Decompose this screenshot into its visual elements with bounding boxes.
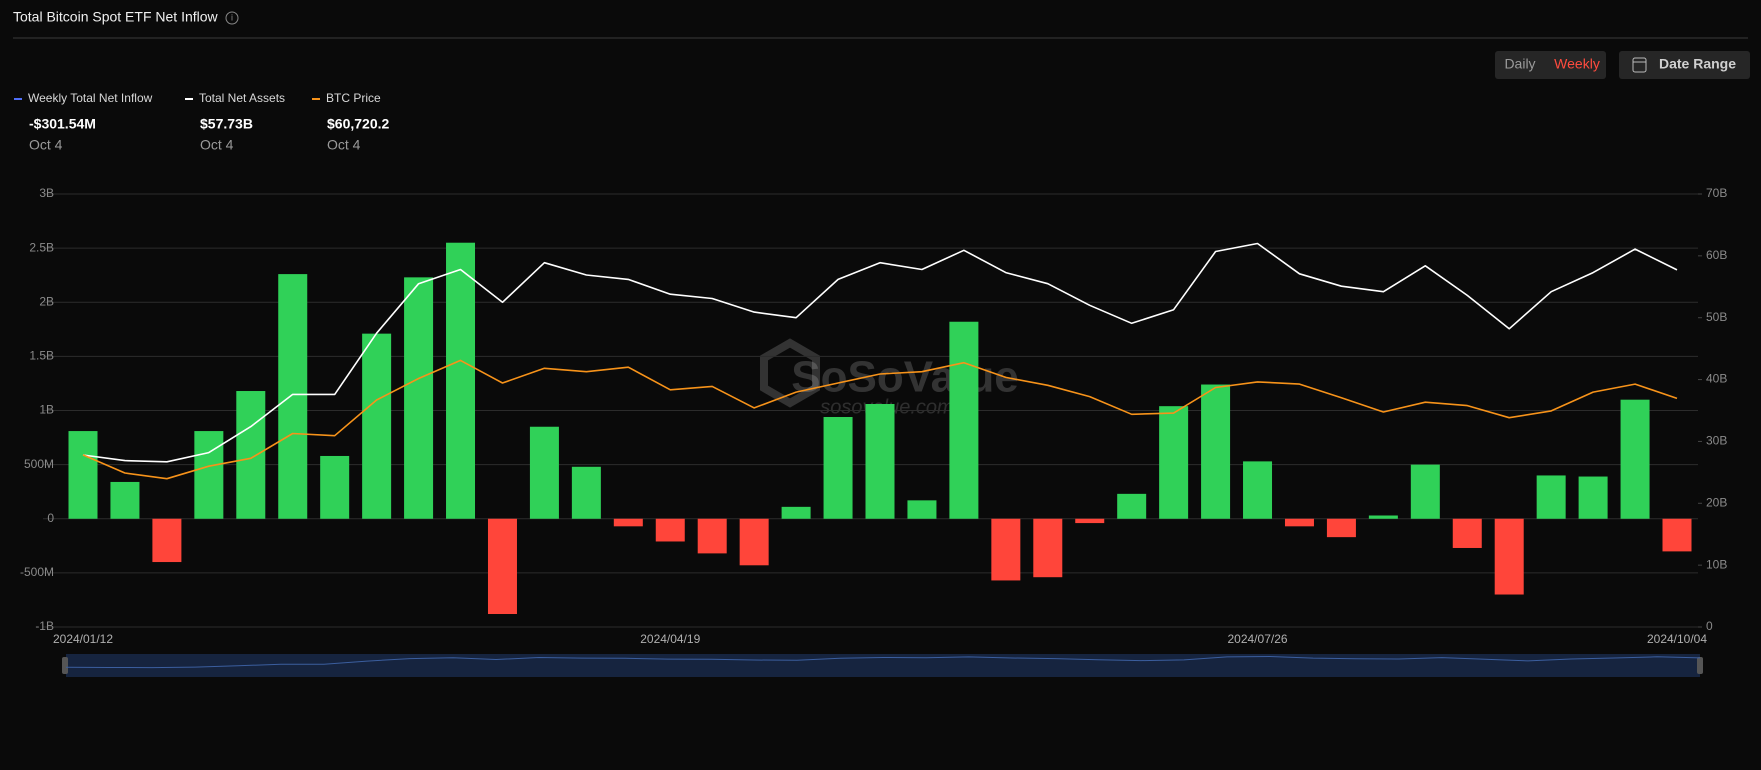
bar [949,321,979,519]
navigator-handle[interactable] [62,657,68,674]
y-tick-label: -1B [35,619,54,633]
interval-toggle [1495,51,1606,79]
navigator-line [65,655,1701,669]
bar [362,333,392,519]
date-range-button[interactable] [1619,51,1750,79]
y2-tick-label: 50B [1706,310,1727,324]
bar [152,518,182,563]
navigator[interactable] [62,654,1703,677]
y-tick-label: -500M [20,565,54,579]
bar [1117,493,1147,519]
line-series [82,359,1678,480]
bar [236,391,266,519]
y2-tick-label: 10B [1706,557,1727,571]
bar [110,481,140,519]
bar [1284,518,1314,527]
bar [446,242,476,519]
chart-title: Total Bitcoin Spot ETF Net Inflow [13,9,219,25]
bar [1536,475,1566,519]
legend-label[interactable]: Total Net Assets [199,91,285,105]
bar [1452,518,1482,548]
summary-date: Oct 4 [200,137,234,153]
calendar-icon [1632,57,1647,73]
bar [1075,518,1105,524]
y2-tick-label: 20B [1706,495,1727,509]
legend-label[interactable]: BTC Price [326,91,381,105]
bar [739,518,769,566]
y-tick-label: 500M [24,457,54,471]
bar [487,518,517,615]
legend-label[interactable]: Weekly Total Net Inflow [28,91,153,105]
y2-tick-label: 30B [1706,434,1727,448]
bar [1494,518,1524,595]
date-range-label[interactable]: Date Range [1659,56,1736,72]
navigator-handle[interactable] [1697,657,1703,674]
x-tick-label: 2024/04/19 [640,632,700,646]
navigator-window [66,654,1700,677]
summary-value: $57.73B [200,116,253,132]
bar [1033,518,1063,578]
bar [697,518,727,554]
bar [68,431,98,519]
bar [1662,518,1692,552]
bar [613,518,643,527]
bar [1368,515,1398,519]
interval-option[interactable]: Weekly [1554,56,1600,72]
bar [991,518,1021,581]
y2-tick-label: 40B [1706,372,1727,386]
watermark-brand: SoSoValue [791,353,1018,402]
info-icon-glyph: i [231,12,233,22]
bar [781,506,811,519]
summary-date: Oct 4 [29,137,63,153]
summary-value: $60,720.2 [327,116,389,132]
bar [1159,406,1189,519]
y-tick-label: 2B [39,294,54,308]
y2-tick-label: 70B [1706,186,1727,200]
x-tick-label: 2024/01/12 [53,632,113,646]
bar [194,431,224,519]
info-icon[interactable] [225,11,239,25]
x-tick-label: 2024/07/26 [1227,632,1287,646]
bar [865,404,895,519]
bar [571,466,601,519]
summary-date: Oct 4 [327,137,361,153]
bar [907,500,937,519]
y-tick-label: 3B [39,186,54,200]
bar [1243,461,1273,519]
y-tick-label: 2.5B [29,240,54,254]
bar [278,274,308,519]
bar [1201,384,1231,519]
y-tick-label: 1B [39,403,54,417]
bar [1620,399,1650,519]
x-tick-label: 2024/10/04 [1647,632,1707,646]
y-tick-label: 1.5B [29,349,54,363]
bar [404,277,434,519]
bar [1326,518,1356,538]
line-series [82,242,1678,463]
summary-value: -$301.54M [29,116,96,132]
bar [1578,476,1608,519]
bar [1410,464,1440,519]
bar [529,426,559,519]
interval-option[interactable]: Daily [1504,56,1535,72]
bar [320,455,350,519]
y2-tick-label: 0 [1706,619,1713,633]
bar [655,518,685,542]
bar [823,416,853,519]
y-tick-label: 0 [47,511,54,525]
y2-tick-label: 60B [1706,248,1727,262]
